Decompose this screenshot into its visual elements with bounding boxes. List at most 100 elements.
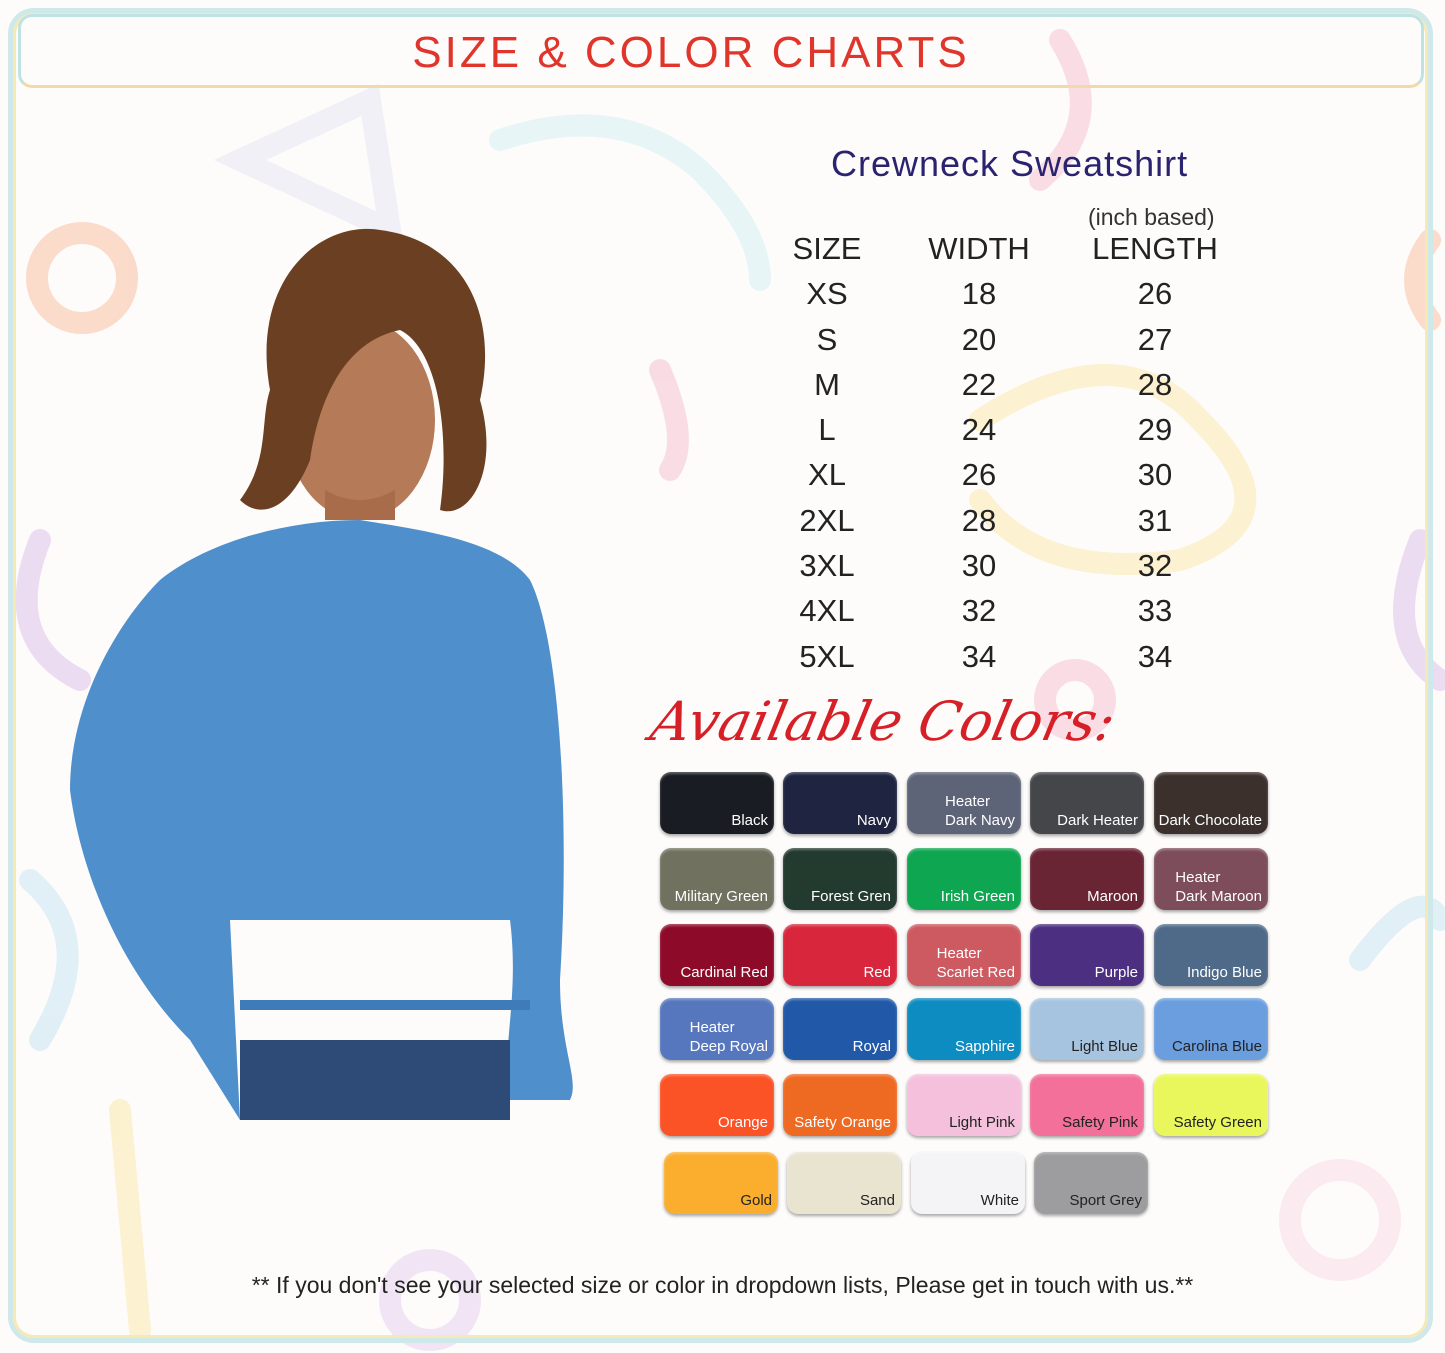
color-swatch: Dark Chocolate: [1154, 772, 1268, 834]
color-swatch: Forest Gren: [783, 848, 897, 910]
color-swatch: Orange: [660, 1074, 774, 1136]
length-cell: 30: [1137, 457, 1173, 493]
swatch-label: Light Pink: [949, 1114, 1015, 1131]
width-cell: 30: [961, 548, 997, 584]
title-banner: [18, 14, 1424, 88]
width-cell: 22: [961, 366, 997, 402]
swatch-label: Maroon: [1087, 888, 1138, 905]
width-cell: 28: [961, 502, 997, 538]
swatch-label: Heater Deep Royal: [689, 1019, 768, 1055]
color-swatch: Maroon: [1030, 848, 1144, 910]
swatch-label: Carolina Blue: [1171, 1038, 1262, 1055]
color-swatch: Indigo Blue: [1154, 924, 1268, 986]
width-cell: 18: [961, 276, 997, 312]
color-swatch: Light Blue: [1030, 998, 1144, 1060]
color-swatch: Sand: [787, 1152, 901, 1214]
swatch-label: Heater Dark Maroon: [1175, 869, 1262, 905]
model-photo: [70, 228, 573, 1120]
color-swatch: Royal: [783, 998, 897, 1060]
color-swatch: Navy: [783, 772, 897, 834]
width-cell: 26: [961, 457, 997, 493]
color-swatch: Heater Dark Navy: [907, 772, 1021, 834]
length-cell: 34: [1137, 638, 1173, 674]
length-cell: 27: [1137, 321, 1173, 357]
color-swatch: Heater Deep Royal: [660, 998, 774, 1060]
swatch-label: Black: [731, 812, 768, 829]
width-cell: 34: [961, 638, 997, 674]
swatch-label: Safety Green: [1173, 1114, 1262, 1131]
size-cell: 4XL: [799, 593, 855, 629]
colors-heading: Available Colors:: [645, 690, 1122, 753]
color-swatch: Sport Grey: [1034, 1152, 1148, 1214]
size-cell: 3XL: [799, 548, 855, 584]
size-cell: 5XL: [799, 638, 855, 674]
column-header: LENGTH: [1092, 231, 1218, 266]
length-cell: 32: [1137, 548, 1173, 584]
swatch-label: Sport Grey: [1069, 1192, 1142, 1209]
swatch-label: Sapphire: [954, 1038, 1015, 1055]
color-swatch: Carolina Blue: [1154, 998, 1268, 1060]
size-cell: M: [814, 366, 840, 402]
swatch-label: Cardinal Red: [680, 964, 768, 981]
swatch-label: Orange: [717, 1114, 768, 1131]
width-column: WIDTH 18 20 22 24 26 28 30 32 34: [899, 226, 1059, 679]
swatch-label: Purple: [1094, 964, 1138, 981]
color-swatch: Heater Dark Maroon: [1154, 848, 1268, 910]
size-cell: XL: [808, 457, 846, 493]
color-swatch: Purple: [1030, 924, 1144, 986]
color-swatch: Sapphire: [907, 998, 1021, 1060]
swatch-label: Gold: [740, 1192, 772, 1209]
swatch-label: Navy: [856, 812, 891, 829]
swatch-label: Dark Heater: [1057, 812, 1138, 829]
column-header: WIDTH: [928, 231, 1030, 266]
swatch-label: Red: [863, 964, 891, 981]
size-cell: L: [818, 412, 836, 448]
color-swatch: Black: [660, 772, 774, 834]
page-frame: [8, 8, 1433, 1343]
swatch-label: Military Green: [674, 888, 768, 905]
length-cell: 28: [1137, 366, 1173, 402]
color-swatch: Heater Scarlet Red: [907, 924, 1021, 986]
color-swatch: Safety Green: [1154, 1074, 1268, 1136]
color-swatch: Military Green: [660, 848, 774, 910]
length-cell: 31: [1137, 502, 1173, 538]
swatch-label: Dark Chocolate: [1158, 812, 1262, 829]
unit-note: (inch based): [1088, 204, 1215, 230]
color-swatch: Irish Green: [907, 848, 1021, 910]
color-swatch: White: [911, 1152, 1025, 1214]
length-cell: 33: [1137, 593, 1173, 629]
product-name: Crewneck Sweatshirt: [831, 143, 1189, 184]
size-cell: 2XL: [799, 502, 855, 538]
page-title: SIZE & COLOR CHARTS: [412, 28, 970, 77]
color-swatch: Dark Heater: [1030, 772, 1144, 834]
footer-note: ** If you don't see your selected size o…: [251, 1272, 1194, 1298]
swatch-label: Sand: [859, 1192, 895, 1209]
size-column: SIZE XS S M L XL 2XL 3XL 4XL 5XL: [747, 226, 907, 679]
swatch-label: Heater Dark Navy: [944, 793, 1015, 829]
swatch-label: Safety Orange: [794, 1114, 891, 1131]
swatch-label: Indigo Blue: [1186, 964, 1262, 981]
swatch-label: Light Blue: [1071, 1038, 1138, 1055]
size-cell: S: [816, 321, 838, 357]
color-swatch: Light Pink: [907, 1074, 1021, 1136]
width-cell: 24: [961, 412, 997, 448]
swatch-label: Heater Scarlet Red: [936, 945, 1015, 981]
size-cell: XS: [806, 276, 848, 312]
length-column: LENGTH 26 27 28 29 30 31 32 33 34: [1075, 226, 1235, 679]
color-swatch: Safety Pink: [1030, 1074, 1144, 1136]
swatch-label: White: [980, 1192, 1019, 1209]
column-header: SIZE: [792, 231, 862, 266]
swatch-label: Royal: [852, 1038, 891, 1055]
swatch-label: Irish Green: [940, 888, 1015, 905]
color-swatch: Safety Orange: [783, 1074, 897, 1136]
length-cell: 26: [1137, 276, 1173, 312]
swatch-label: Safety Pink: [1062, 1114, 1138, 1131]
color-swatch: Cardinal Red: [660, 924, 774, 986]
color-swatch: Red: [783, 924, 897, 986]
length-cell: 29: [1137, 412, 1173, 448]
swatch-label: Forest Gren: [810, 888, 891, 905]
width-cell: 32: [961, 593, 997, 629]
color-swatch: Gold: [664, 1152, 778, 1214]
width-cell: 20: [961, 321, 997, 357]
